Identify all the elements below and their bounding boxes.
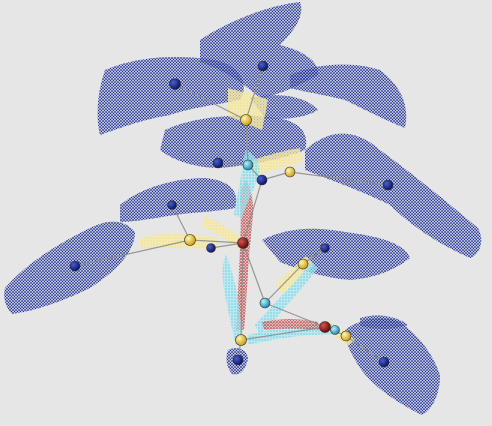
leaf-node-top-right: [257, 60, 269, 72]
stem-joint-middle: [259, 297, 271, 309]
petiole-joint-lower-right: [340, 330, 352, 342]
petiole-joint-top: [240, 114, 252, 126]
petiole-left: [140, 233, 218, 250]
leaf-upper-center: [160, 115, 307, 168]
leaf-mid-right: [262, 228, 410, 280]
petiole-upper: [228, 88, 268, 130]
leaf-node-left-petiole: [206, 243, 216, 253]
petiole-joint-right: [284, 166, 296, 178]
leaf-node-far-left: [69, 260, 81, 272]
leaf-lower-right: [344, 318, 440, 415]
stem-cyan-left-branch: [222, 255, 246, 345]
petiole-joint-left: [184, 234, 196, 246]
stem-joint-red-center: [237, 237, 249, 249]
leaf-node-mid-right: [320, 243, 330, 253]
leaf-middle-left: [120, 178, 237, 222]
leaf-upper-right-wide: [290, 64, 407, 128]
stem-red-lower-right: [262, 319, 320, 330]
stem-joint-upper: [242, 159, 254, 171]
leaf-far-left: [4, 221, 135, 314]
leaf-node-middle-left: [167, 200, 177, 210]
petiole-joint-bottom: [235, 334, 247, 346]
leaf-right-long: [305, 133, 482, 258]
petiole-joint-mid-right: [297, 258, 309, 270]
leaf-top-left: [97, 57, 244, 135]
stem-joint-lower-right: [330, 325, 340, 335]
leaf-node-upper-stem: [256, 174, 268, 186]
skeleton-nodes: [69, 60, 394, 368]
leaf-lower-right-tip: [360, 315, 408, 329]
petiole-left-upper: [202, 216, 244, 248]
leaf-node-top-left: [169, 78, 181, 90]
leaf-node-right-long: [382, 179, 394, 191]
stem-cyan-upper: [234, 150, 260, 218]
stem-red-main: [236, 180, 254, 330]
leaf-node-lower-right: [378, 356, 390, 368]
leaf-node-bottom: [232, 354, 244, 366]
petiole-upper-right: [252, 148, 302, 176]
stem-cyan-right-branch: [255, 262, 318, 335]
leaf-node-upper-center: [212, 157, 224, 169]
stem-joint-red-lower: [319, 321, 331, 333]
